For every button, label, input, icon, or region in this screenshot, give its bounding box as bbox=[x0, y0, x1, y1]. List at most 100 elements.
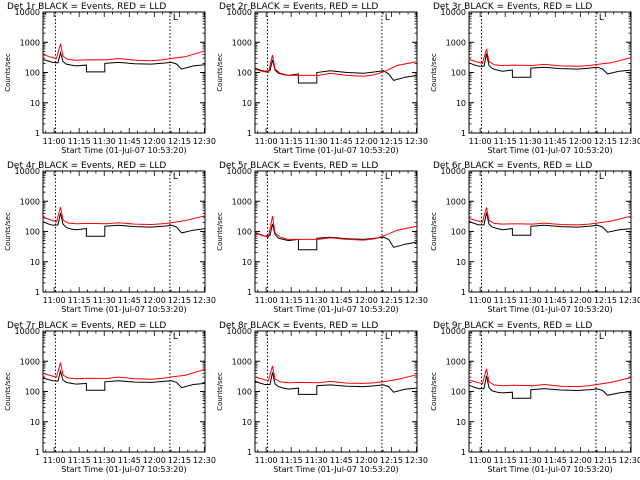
series-lld-line bbox=[42, 362, 206, 380]
x-tick-label: 11:45 bbox=[330, 137, 353, 146]
x-tick-label: 11:15 bbox=[280, 137, 303, 146]
y-tick-label: 100 bbox=[237, 69, 252, 78]
y-tick-label: 1000 bbox=[20, 357, 40, 366]
y-tick-label: 1000 bbox=[232, 357, 252, 366]
y-tick-label: 10 bbox=[242, 418, 252, 427]
y-axis-label: Counts/sec bbox=[216, 53, 224, 92]
x-tick-label: 12:30 bbox=[193, 296, 216, 305]
x-tick-label: 12:00 bbox=[143, 456, 166, 465]
x-tick-label: 11:15 bbox=[280, 296, 303, 305]
y-tick-label: 100 bbox=[451, 228, 466, 237]
x-axis-label: Start Time (01-Jul-07 10:53:20) bbox=[487, 305, 612, 314]
x-axis-label: Start Time (01-Jul-07 10:53:20) bbox=[61, 146, 186, 155]
marker-label: L bbox=[385, 13, 390, 23]
x-tick-label: 12:00 bbox=[355, 456, 378, 465]
panel-title: Det 3r BLACK = Events, RED = LLD bbox=[433, 2, 592, 12]
series-events-line bbox=[254, 59, 418, 84]
x-tick-label: 11:00 bbox=[255, 296, 278, 305]
x-axis-label: Start Time (01-Jul-07 10:53:20) bbox=[61, 305, 186, 314]
y-tick-label: 1000 bbox=[20, 38, 40, 47]
x-tick-label: 12:30 bbox=[405, 296, 428, 305]
y-tick-label: 100 bbox=[25, 69, 40, 78]
panel-title: Det 2r BLACK = Events, RED = LLD bbox=[219, 2, 378, 12]
y-tick-label: 100 bbox=[237, 388, 252, 397]
y-axis-label: Counts/sec bbox=[430, 53, 438, 92]
panel-title: Det 5r BLACK = Events, RED = LLD bbox=[219, 161, 378, 171]
marker-label: L bbox=[173, 13, 178, 23]
x-tick-label: 11:15 bbox=[280, 456, 303, 465]
x-axis-label: Start Time (01-Jul-07 10:53:20) bbox=[273, 305, 398, 314]
x-tick-label: 11:30 bbox=[93, 456, 116, 465]
x-tick-label: 11:00 bbox=[469, 296, 492, 305]
panel-5: Det 5r BLACK = Events, RED = LLD 1 10 100 10… bbox=[216, 161, 428, 314]
y-axis-label: Counts/sec bbox=[430, 212, 438, 251]
x-tick-label: 12:15 bbox=[168, 456, 191, 465]
x-tick-label: 11:15 bbox=[494, 456, 517, 465]
x-tick-label: 11:15 bbox=[494, 137, 517, 146]
x-tick-label: 11:15 bbox=[494, 296, 517, 305]
y-tick-label: 1 bbox=[247, 129, 252, 138]
panel-6: Det 6r BLACK = Events, RED = LLD 1 10 100 10… bbox=[430, 161, 640, 314]
panel-title: Det 6r BLACK = Events, RED = LLD bbox=[433, 161, 592, 171]
y-tick-label: 10000 bbox=[227, 8, 252, 17]
y-tick-label: 10 bbox=[30, 258, 40, 267]
panel-title: Det 9r BLACK = Events, RED = LLD bbox=[433, 321, 592, 331]
marker-label: L bbox=[173, 172, 178, 182]
series-lld-line bbox=[468, 368, 632, 388]
marker-label: L bbox=[599, 332, 604, 342]
x-tick-label: 11:30 bbox=[93, 296, 116, 305]
x-tick-label: 11:30 bbox=[519, 456, 542, 465]
x-tick-label: 11:30 bbox=[93, 137, 116, 146]
x-tick-label: 11:00 bbox=[43, 456, 66, 465]
panel-4: Det 4r BLACK = Events, RED = LLD 1 10 100 10… bbox=[4, 161, 216, 314]
series-events-line bbox=[254, 372, 418, 395]
x-tick-label: 11:00 bbox=[469, 137, 492, 146]
y-tick-label: 1000 bbox=[232, 38, 252, 47]
y-tick-label: 10000 bbox=[15, 167, 40, 176]
y-tick-label: 10 bbox=[30, 418, 40, 427]
x-tick-label: 11:00 bbox=[43, 137, 66, 146]
y-tick-label: 1 bbox=[247, 448, 252, 457]
x-tick-label: 12:00 bbox=[569, 456, 592, 465]
series-events-line bbox=[468, 375, 632, 399]
series-lld-line bbox=[42, 206, 206, 226]
y-tick-label: 10 bbox=[242, 258, 252, 267]
y-axis-label: Counts/sec bbox=[4, 372, 12, 411]
y-tick-label: 1 bbox=[461, 448, 466, 457]
x-tick-label: 12:00 bbox=[143, 137, 166, 146]
series-lld-line bbox=[42, 43, 206, 62]
panel-9: Det 9r BLACK = Events, RED = LLD 1 10 100 10… bbox=[430, 321, 640, 474]
y-tick-label: 10 bbox=[30, 99, 40, 108]
x-tick-label: 12:15 bbox=[380, 137, 403, 146]
y-tick-label: 1 bbox=[35, 448, 40, 457]
y-tick-label: 100 bbox=[25, 388, 40, 397]
y-tick-label: 1 bbox=[35, 129, 40, 138]
y-tick-label: 10000 bbox=[441, 327, 466, 336]
panel-title: Det 8r BLACK = Events, RED = LLD bbox=[219, 321, 378, 331]
panel-1: Det 1r BLACK = Events, RED = LLD 1 10 100 10… bbox=[4, 2, 216, 155]
x-tick-label: 12:30 bbox=[619, 296, 640, 305]
y-tick-label: 100 bbox=[25, 228, 40, 237]
y-tick-label: 1000 bbox=[446, 197, 466, 206]
x-tick-label: 11:30 bbox=[519, 137, 542, 146]
x-tick-label: 11:00 bbox=[43, 296, 66, 305]
x-tick-label: 11:30 bbox=[305, 456, 328, 465]
x-axis-label: Start Time (01-Jul-07 10:53:20) bbox=[487, 465, 612, 474]
y-tick-label: 100 bbox=[237, 228, 252, 237]
x-tick-label: 12:15 bbox=[380, 296, 403, 305]
x-tick-label: 12:00 bbox=[355, 296, 378, 305]
y-axis-label: Counts/sec bbox=[216, 372, 224, 411]
y-tick-label: 10 bbox=[456, 258, 466, 267]
series-lld-line bbox=[468, 48, 632, 67]
x-tick-label: 12:00 bbox=[569, 296, 592, 305]
marker-label: L bbox=[385, 172, 390, 182]
x-tick-label: 12:15 bbox=[594, 137, 617, 146]
y-tick-label: 1000 bbox=[232, 197, 252, 206]
x-tick-label: 11:45 bbox=[118, 137, 141, 146]
y-tick-label: 1 bbox=[247, 288, 252, 297]
x-tick-label: 11:30 bbox=[305, 137, 328, 146]
x-tick-label: 12:15 bbox=[168, 296, 191, 305]
series-events-line bbox=[42, 50, 206, 73]
y-tick-label: 1 bbox=[461, 288, 466, 297]
x-tick-label: 12:30 bbox=[405, 137, 428, 146]
